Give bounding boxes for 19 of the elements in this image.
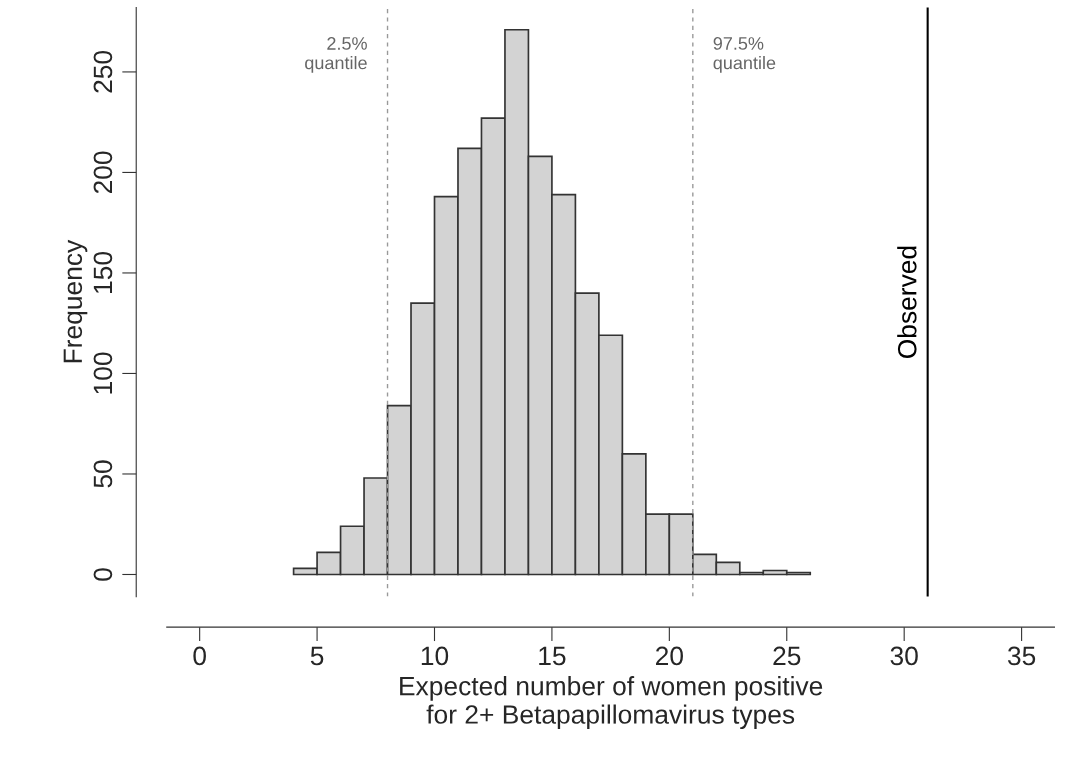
x-tick-label: 10: [421, 646, 449, 666]
x-tick-label: 20: [655, 646, 683, 666]
y-tick-label: 150: [93, 251, 113, 293]
x-tick-label: 5: [310, 646, 324, 666]
y-tick-label: 0: [93, 568, 113, 581]
x-tick-label: 35: [1007, 646, 1036, 666]
ref-line-label: Observed: [897, 246, 917, 359]
x-tick-label: 25: [773, 646, 801, 666]
x-tick-label: 0: [193, 646, 206, 666]
y-tick-label: 200: [93, 151, 113, 194]
ref-line-label: 97.5% quantile: [713, 37, 776, 73]
y-axis-title: Frequency: [63, 239, 88, 363]
y-tick-label: 250: [93, 50, 113, 93]
y-tick-label: 50: [93, 460, 113, 488]
x-axis-title: Expected number of women positive for 2+ Betapapillomavirus types: [400, 676, 823, 730]
ref-line-label: 2.5% quantile: [305, 37, 367, 73]
x-tick-label: 30: [890, 646, 918, 666]
x-tick-label: 15: [539, 646, 566, 666]
y-tick-label: 100: [93, 352, 113, 394]
